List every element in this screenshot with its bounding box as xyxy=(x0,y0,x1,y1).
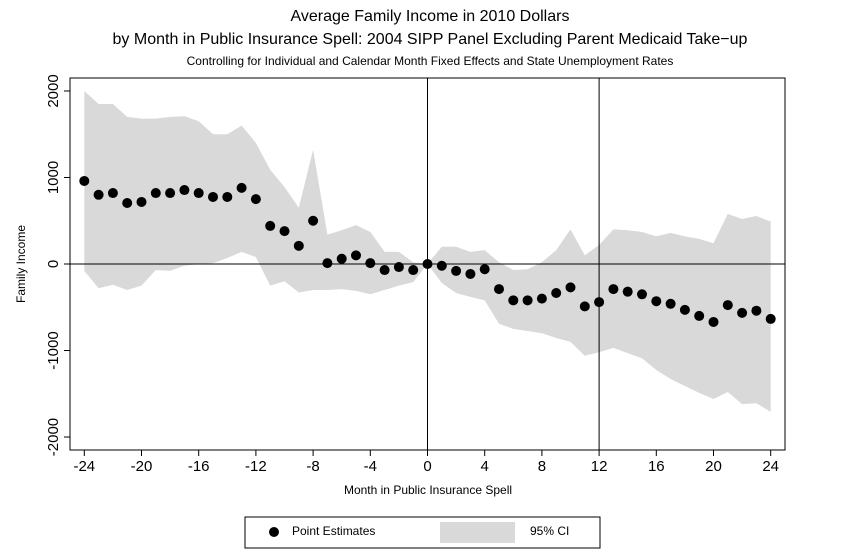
point xyxy=(150,188,161,199)
point xyxy=(408,265,419,276)
point xyxy=(308,215,319,226)
point xyxy=(708,316,719,327)
point xyxy=(265,220,276,231)
legend-label: Point Estimates xyxy=(292,524,375,538)
point xyxy=(751,305,762,316)
x-tick-label: -4 xyxy=(364,458,377,475)
x-tick-label: 0 xyxy=(423,458,431,475)
point xyxy=(722,300,733,311)
point xyxy=(565,282,576,293)
point xyxy=(193,188,204,199)
y-tick-label: -2000 xyxy=(45,418,62,456)
x-tick-label: 8 xyxy=(538,458,546,475)
point xyxy=(436,260,447,271)
point xyxy=(365,258,376,269)
point xyxy=(536,293,547,304)
point xyxy=(165,188,176,199)
x-tick-label: -12 xyxy=(245,458,267,475)
point xyxy=(479,264,490,275)
point xyxy=(494,284,504,295)
point xyxy=(322,258,333,269)
point xyxy=(379,265,390,276)
point xyxy=(336,253,347,264)
legend-box xyxy=(244,516,601,549)
point xyxy=(637,289,647,300)
point xyxy=(651,296,662,307)
x-tick-label: 20 xyxy=(705,458,722,475)
x-tick-label: 12 xyxy=(591,458,608,475)
point xyxy=(79,175,90,186)
point xyxy=(93,189,104,200)
point xyxy=(737,307,748,318)
point xyxy=(665,298,676,309)
point xyxy=(579,301,590,312)
y-tick-label: 0 xyxy=(45,260,62,268)
point xyxy=(451,265,462,276)
chart-title: by Month in Public Insurance Spell: 2004… xyxy=(113,31,748,48)
x-tick-label: -16 xyxy=(188,458,210,475)
x-axis-title: Month in Public Insurance Spell xyxy=(344,483,512,497)
point xyxy=(136,196,147,207)
point xyxy=(694,310,705,321)
point xyxy=(236,182,247,193)
y-tick-label: 1000 xyxy=(45,161,62,194)
x-tick-label: -24 xyxy=(73,458,95,475)
point xyxy=(250,194,261,205)
point xyxy=(179,185,190,196)
point xyxy=(594,297,605,308)
point xyxy=(551,287,562,298)
point xyxy=(508,295,519,306)
point xyxy=(465,268,476,279)
x-tick-label: 24 xyxy=(762,458,779,475)
legend-marker xyxy=(440,522,515,543)
x-tick-label: 4 xyxy=(481,458,489,475)
x-tick-label: 16 xyxy=(648,458,665,475)
point xyxy=(222,191,233,202)
chart-title: Average Family Income in 2010 Dollars xyxy=(291,8,570,25)
point xyxy=(422,259,433,269)
point xyxy=(622,286,633,297)
point xyxy=(679,304,690,315)
point xyxy=(522,295,533,306)
point xyxy=(122,198,133,209)
point xyxy=(293,240,304,251)
point xyxy=(107,188,118,199)
legend-label: 95% CI xyxy=(530,524,569,538)
point xyxy=(279,226,290,237)
x-tick-label: -8 xyxy=(306,458,319,475)
y-axis-title: Family Income xyxy=(14,225,28,303)
chart-subtitle: Controlling for Individual and Calendar … xyxy=(187,54,674,68)
y-tick-label: -1000 xyxy=(45,331,62,369)
y-tick-label: 2000 xyxy=(45,74,62,107)
legend-marker xyxy=(269,527,279,537)
point xyxy=(608,284,619,295)
point xyxy=(765,313,776,324)
point xyxy=(351,250,361,261)
point xyxy=(393,262,404,273)
point xyxy=(208,191,218,202)
x-tick-label: -20 xyxy=(131,458,153,475)
